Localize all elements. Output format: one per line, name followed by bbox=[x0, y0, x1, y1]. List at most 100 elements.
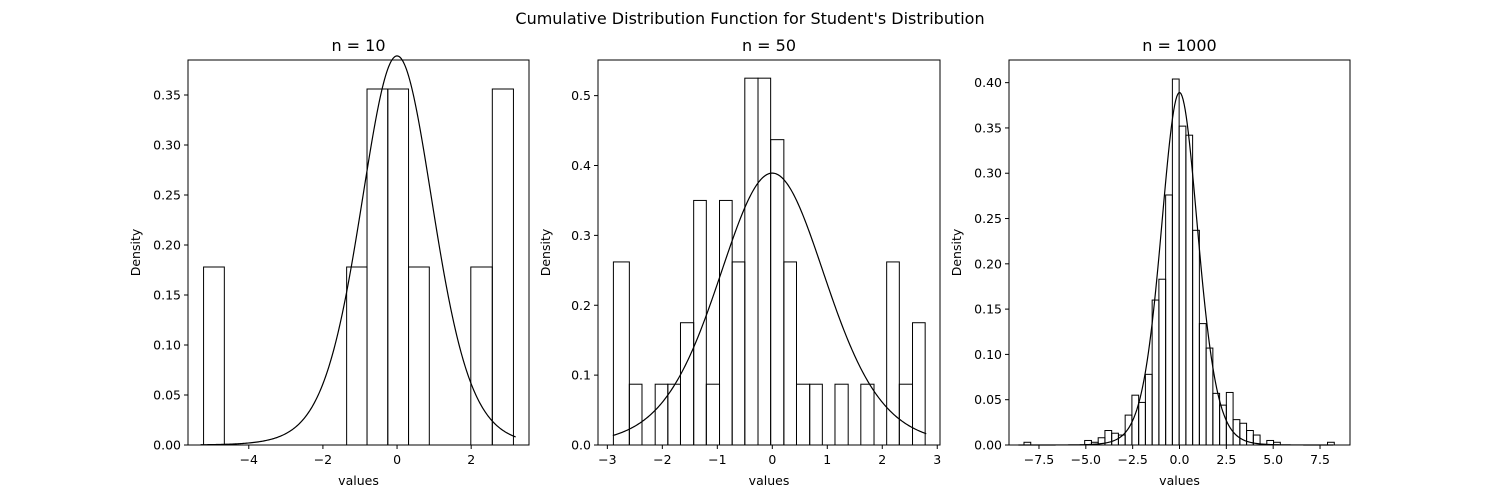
histogram-bar bbox=[834, 383, 849, 446]
subplot-title: n = 50 bbox=[742, 36, 796, 55]
histogram-bar bbox=[203, 266, 225, 446]
histogram-bar bbox=[1171, 78, 1180, 446]
subplot-n10: n = 10 values Density −4 −2 0 2 0.00 0.05 0.10… bbox=[128, 36, 530, 488]
histogram-bar bbox=[1151, 299, 1160, 446]
x-tick-label: −2 bbox=[653, 452, 671, 467]
histogram-bar bbox=[1185, 134, 1194, 446]
histogram-bars bbox=[203, 88, 514, 446]
histogram-bar bbox=[809, 383, 823, 446]
pdf-curve bbox=[1018, 92, 1334, 446]
x-axis-label: values bbox=[749, 473, 790, 488]
histogram-bar bbox=[1144, 373, 1153, 446]
histogram-bar bbox=[408, 266, 430, 446]
x-tick-label: −7.5 bbox=[1024, 452, 1054, 467]
histogram-bars bbox=[1023, 78, 1335, 446]
y-tick-label: 0.30 bbox=[153, 138, 181, 153]
histogram-bar bbox=[1158, 278, 1167, 446]
x-tick-label: −4 bbox=[240, 452, 258, 467]
y-axis-label: Density bbox=[128, 228, 143, 276]
x-tick-label: 0.0 bbox=[1170, 452, 1190, 467]
histogram-bar bbox=[491, 88, 514, 446]
histogram-bar bbox=[387, 88, 410, 446]
histogram-bar bbox=[1178, 125, 1187, 446]
histogram-bar bbox=[1198, 323, 1207, 446]
histogram-bar bbox=[912, 322, 926, 446]
x-tick-label: 2 bbox=[878, 452, 886, 467]
histogram-bar bbox=[1138, 401, 1146, 446]
x-axis-label: values bbox=[1159, 473, 1200, 488]
x-tick-label: −3 bbox=[598, 452, 616, 467]
histogram-bar bbox=[898, 383, 914, 446]
y-tick-label: 0.3 bbox=[571, 228, 591, 243]
x-tick-label: 0 bbox=[768, 452, 776, 467]
y-tick-label: 0.20 bbox=[153, 238, 181, 253]
y-tick-label: 0.30 bbox=[974, 166, 1002, 181]
x-tick-label: 5.0 bbox=[1263, 452, 1283, 467]
histogram-bar bbox=[1124, 414, 1133, 446]
histogram-bar bbox=[346, 266, 368, 446]
y-tick-label: 0.35 bbox=[974, 120, 1002, 135]
y-tick-label: 0.05 bbox=[974, 392, 1002, 407]
pdf-curve bbox=[200, 55, 516, 446]
histogram-bar bbox=[744, 77, 759, 446]
x-tick-label: 0 bbox=[393, 452, 401, 467]
y-tick-label: 0.25 bbox=[153, 188, 181, 203]
histogram-bar bbox=[1165, 194, 1173, 446]
y-tick-label: 0.10 bbox=[974, 347, 1002, 362]
y-axis-label: Density bbox=[949, 228, 964, 276]
pdf-curve bbox=[612, 172, 927, 437]
histogram-bar bbox=[366, 88, 389, 446]
histogram-bar bbox=[628, 383, 643, 446]
histogram-bar bbox=[1212, 392, 1221, 446]
y-tick-label: 0.20 bbox=[974, 256, 1002, 271]
subplot-n50: n = 50 values Density −3 −2 −1 0 1 2 3 0.0 0.1 0.… bbox=[538, 36, 941, 488]
histogram-bar bbox=[705, 383, 721, 446]
y-tick-label: 0.05 bbox=[153, 388, 181, 403]
histogram-bar bbox=[770, 139, 785, 446]
histogram-bar bbox=[693, 199, 707, 446]
x-tick-label: 2 bbox=[467, 452, 475, 467]
y-tick-label: 0.00 bbox=[153, 438, 181, 453]
y-tick-label: 0.35 bbox=[153, 88, 181, 103]
axes-frame bbox=[187, 59, 530, 446]
histogram-bar bbox=[783, 261, 797, 446]
histogram-bar bbox=[757, 77, 772, 446]
histogram-bar bbox=[860, 383, 875, 446]
x-tick-label: 1 bbox=[823, 452, 831, 467]
histogram-bar bbox=[731, 261, 746, 446]
axes-frame bbox=[597, 59, 941, 446]
histogram-bars bbox=[612, 77, 926, 446]
y-tick-label: 0.15 bbox=[153, 288, 181, 303]
y-tick-label: 0.10 bbox=[153, 338, 181, 353]
histogram-bar bbox=[612, 261, 630, 446]
subplot-title: n = 10 bbox=[331, 36, 385, 55]
histogram-bar bbox=[679, 322, 695, 446]
x-tick-label: −2 bbox=[314, 452, 332, 467]
histogram-bar bbox=[470, 266, 493, 446]
histogram-bar bbox=[1225, 391, 1234, 446]
y-tick-label: 0.4 bbox=[571, 158, 591, 173]
x-tick-label: −5.0 bbox=[1071, 452, 1101, 467]
subplot-n1000: n = 1000 values Density −7.5 −5.0 −2.5 0.0 2… bbox=[949, 36, 1351, 488]
x-tick-label: 3 bbox=[933, 452, 941, 467]
histogram-bar bbox=[795, 383, 811, 446]
x-tick-label: 7.5 bbox=[1310, 452, 1330, 467]
y-tick-label: 0.0 bbox=[571, 438, 591, 453]
x-axis-label: values bbox=[338, 473, 379, 488]
x-tick-label: −1 bbox=[708, 452, 726, 467]
y-tick-label: 0.5 bbox=[571, 88, 591, 103]
y-tick-label: 0.2 bbox=[571, 298, 591, 313]
y-tick-label: 0.40 bbox=[974, 75, 1002, 90]
y-axis-label: Density bbox=[538, 228, 553, 276]
x-tick-label: 2.5 bbox=[1216, 452, 1236, 467]
subplot-title: n = 1000 bbox=[1142, 36, 1216, 55]
x-tick-label: −2.5 bbox=[1117, 452, 1147, 467]
histogram-bar bbox=[1192, 229, 1200, 446]
y-tick-label: 0.1 bbox=[571, 368, 591, 383]
y-tick-label: 0.25 bbox=[974, 211, 1002, 226]
histogram-bar bbox=[654, 383, 669, 446]
histogram-bar bbox=[719, 199, 733, 446]
y-tick-label: 0.00 bbox=[974, 438, 1002, 453]
histogram-bar bbox=[1239, 422, 1248, 446]
